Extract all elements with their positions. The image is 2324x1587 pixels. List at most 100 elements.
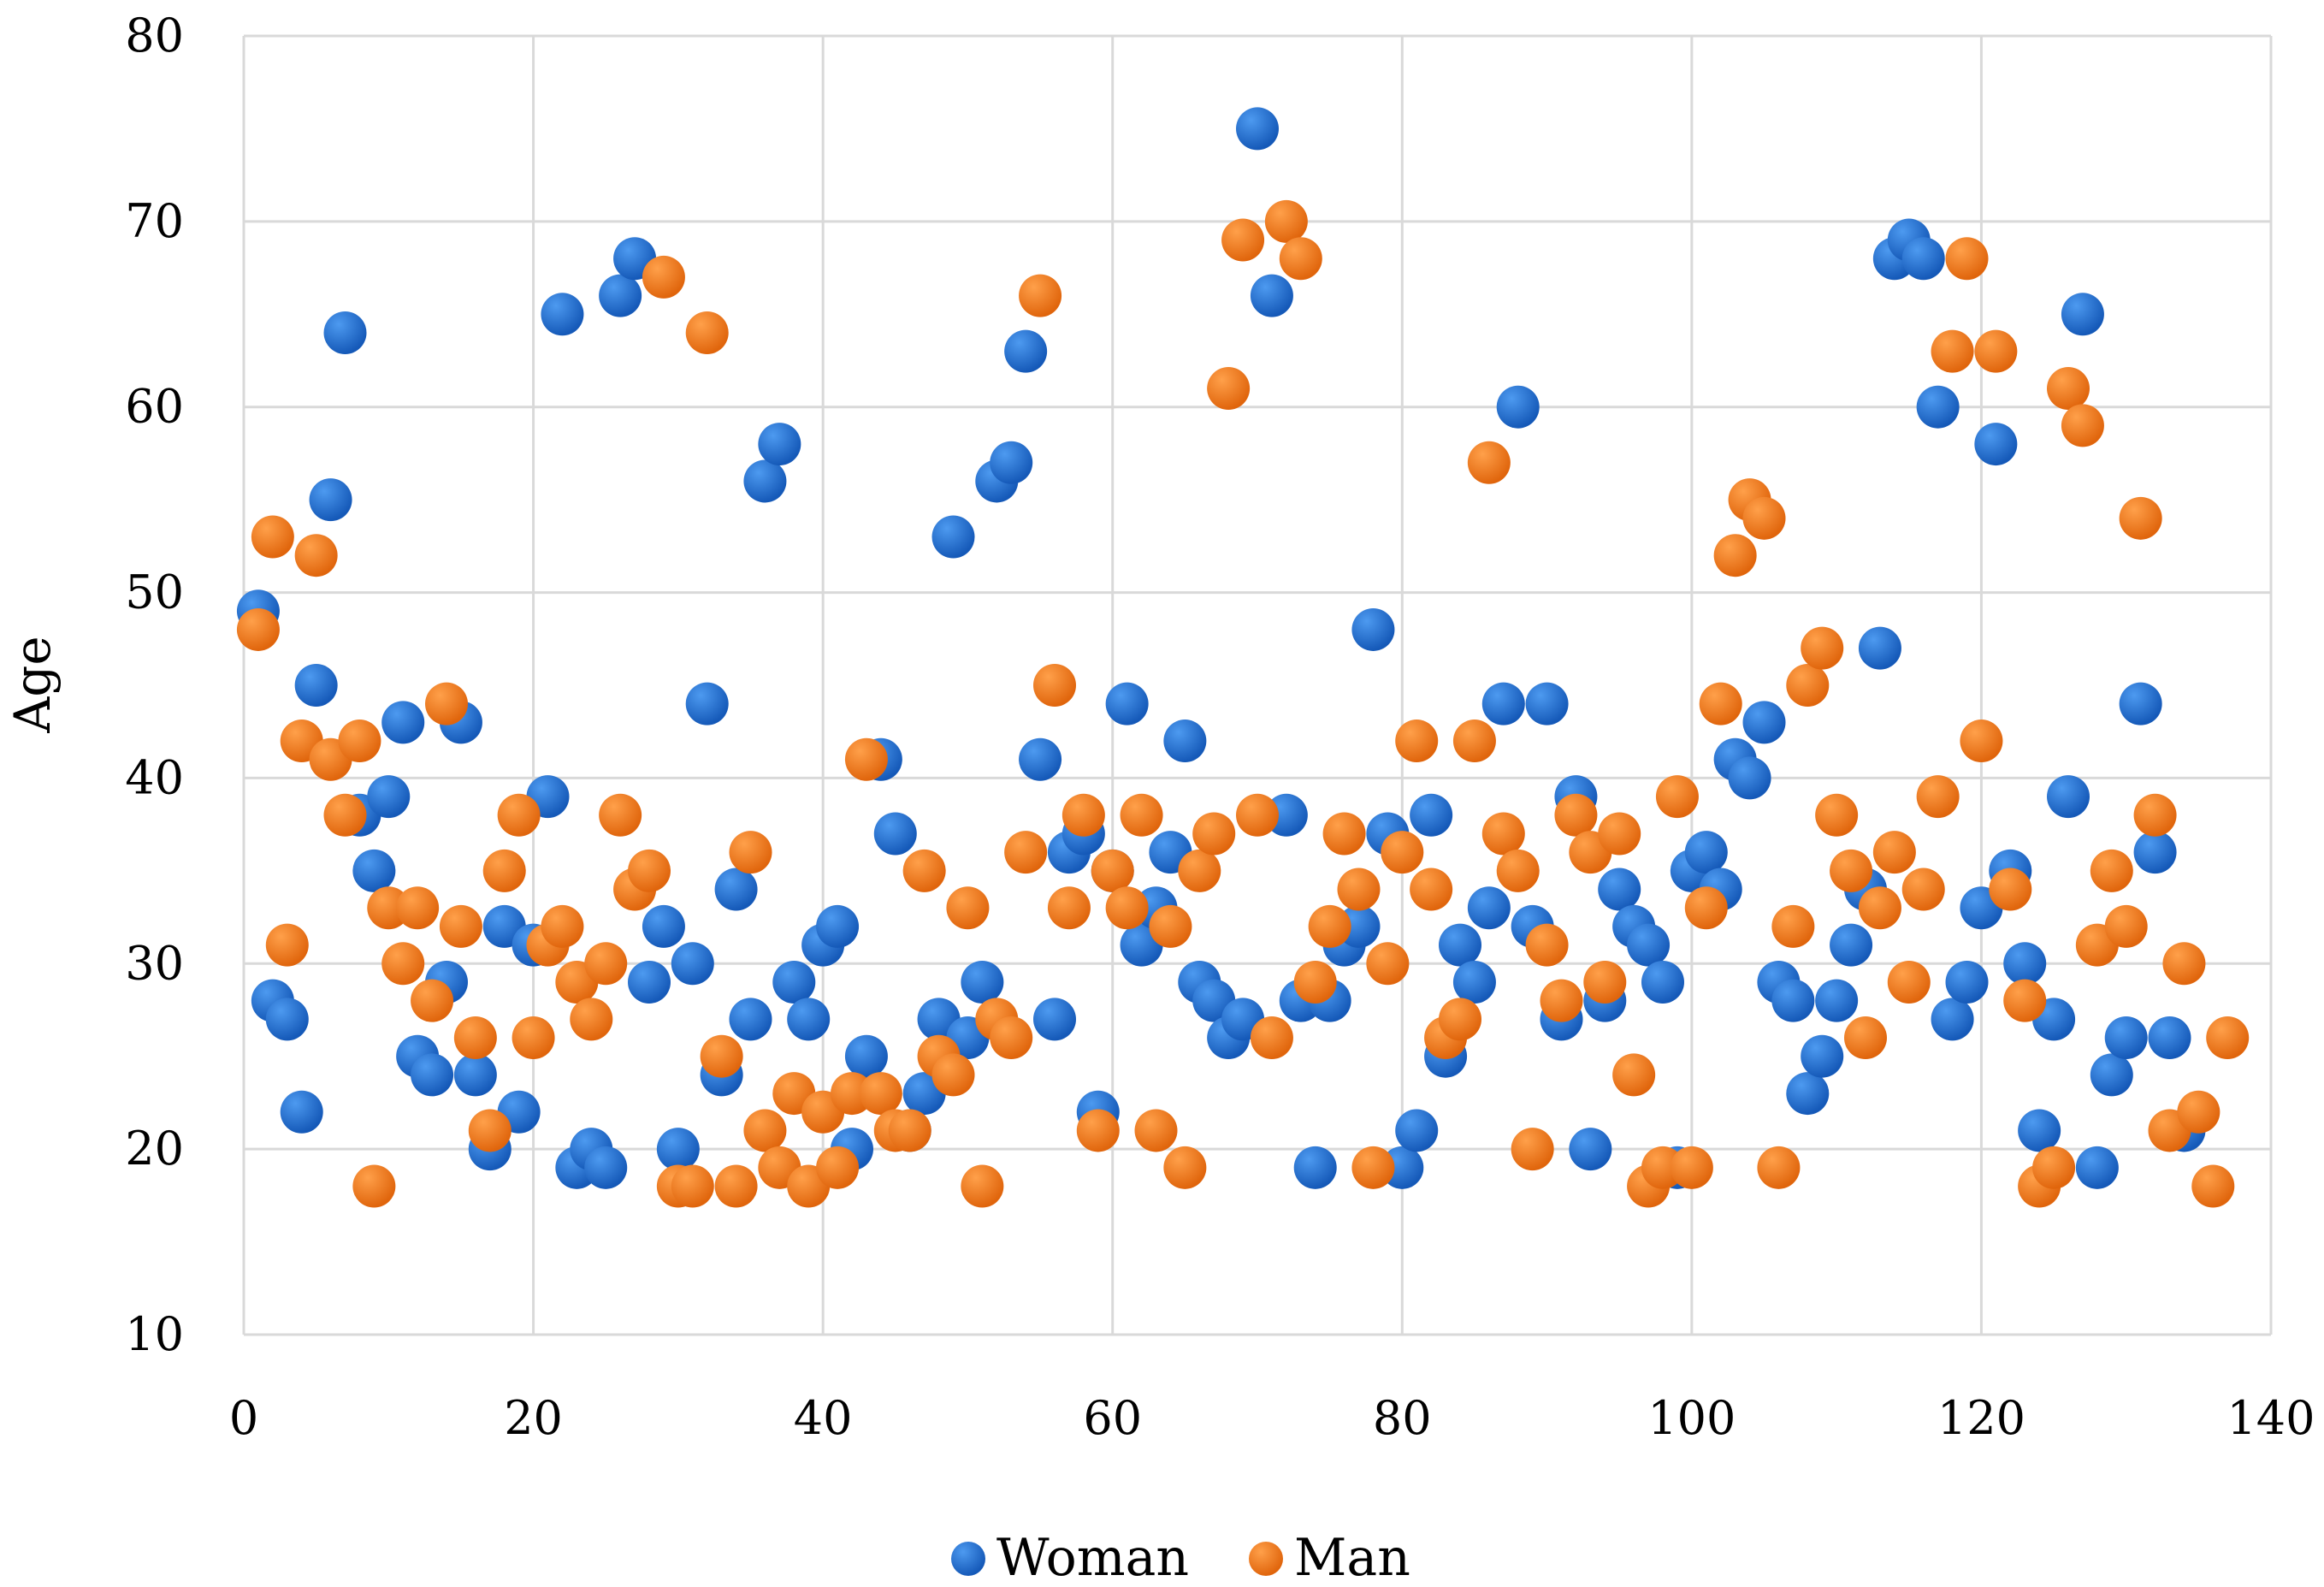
legend-item-woman[interactable]: Woman bbox=[951, 1528, 1189, 1587]
woman-point bbox=[323, 311, 367, 354]
man-point bbox=[1061, 793, 1105, 837]
woman-point bbox=[1496, 385, 1540, 429]
man-point bbox=[1019, 274, 1062, 317]
woman-point bbox=[1684, 831, 1728, 874]
man-point bbox=[902, 849, 946, 892]
man-point bbox=[294, 534, 338, 577]
man-point bbox=[1120, 793, 1163, 837]
woman-point bbox=[685, 682, 729, 725]
man-point bbox=[2061, 404, 2104, 447]
man-point bbox=[1989, 868, 2032, 911]
woman-point bbox=[1815, 979, 1859, 1022]
man-point bbox=[816, 1146, 860, 1189]
woman-point bbox=[1163, 719, 1207, 763]
man-point bbox=[1293, 960, 1337, 1004]
woman-point bbox=[1481, 682, 1525, 725]
man-point bbox=[700, 1034, 743, 1078]
y-tick-label: 10 bbox=[125, 1307, 184, 1361]
y-tick-label: 50 bbox=[125, 566, 184, 619]
man-point bbox=[1771, 904, 1815, 948]
man-point bbox=[584, 942, 628, 986]
man-point bbox=[1279, 237, 1322, 281]
man-point bbox=[1221, 218, 1265, 262]
woman-point bbox=[816, 904, 860, 948]
man-point bbox=[323, 793, 367, 837]
woman-point bbox=[1931, 998, 1974, 1041]
man-point bbox=[468, 1109, 512, 1152]
woman-point bbox=[1786, 1072, 1830, 1116]
man-point bbox=[2032, 1146, 2076, 1189]
woman-point bbox=[2104, 1016, 2148, 1060]
woman-point bbox=[2133, 831, 2177, 874]
man-point bbox=[251, 515, 294, 559]
man-point bbox=[1395, 719, 1439, 763]
man-point bbox=[1684, 886, 1728, 930]
man-point bbox=[352, 1164, 396, 1208]
man-point bbox=[512, 1016, 555, 1060]
man-point bbox=[1742, 496, 1786, 540]
man-point bbox=[1381, 831, 1424, 874]
man-point bbox=[1945, 237, 1989, 281]
man-point bbox=[265, 923, 309, 967]
man-point bbox=[2191, 1164, 2235, 1208]
woman-point bbox=[671, 942, 714, 986]
man-point bbox=[1496, 849, 1540, 892]
man-point bbox=[1163, 1146, 1207, 1189]
woman-point bbox=[714, 868, 758, 911]
man-point bbox=[671, 1164, 714, 1208]
woman-point bbox=[844, 1034, 888, 1078]
man-point bbox=[411, 979, 454, 1022]
man-point bbox=[1047, 886, 1091, 930]
man-point bbox=[628, 849, 671, 892]
man-point bbox=[1872, 831, 1916, 874]
woman-point bbox=[1801, 1034, 1844, 1078]
woman-point bbox=[2003, 942, 2047, 986]
woman-point bbox=[280, 1090, 323, 1134]
x-tick-label: 100 bbox=[1647, 1391, 1736, 1445]
man-point bbox=[1901, 868, 1945, 911]
woman-point bbox=[931, 515, 975, 559]
x-tick-label: 40 bbox=[794, 1391, 853, 1445]
woman-point bbox=[599, 274, 642, 317]
woman-point bbox=[309, 478, 352, 522]
man-point bbox=[1525, 923, 1569, 967]
man-point bbox=[1931, 329, 1974, 373]
legend-marker-man bbox=[1249, 1542, 1283, 1576]
man-point bbox=[1540, 979, 1583, 1022]
legend-marker-woman bbox=[951, 1542, 985, 1576]
woman-point bbox=[1916, 385, 1960, 429]
y-tick-label: 60 bbox=[125, 380, 184, 434]
legend: Woman Man bbox=[951, 1528, 1410, 1587]
man-point bbox=[642, 255, 685, 299]
woman-point bbox=[1351, 607, 1395, 651]
woman-point bbox=[743, 459, 787, 503]
y-tick-label: 20 bbox=[125, 1122, 184, 1175]
man-point bbox=[1598, 812, 1641, 856]
man-point bbox=[1844, 1016, 1887, 1060]
woman-point bbox=[1439, 923, 1481, 967]
man-point bbox=[1105, 886, 1149, 930]
man-point bbox=[2119, 496, 2162, 540]
man-point bbox=[1554, 793, 1598, 837]
man-point bbox=[946, 886, 990, 930]
legend-item-man[interactable]: Man bbox=[1249, 1528, 1410, 1587]
woman-point bbox=[541, 293, 584, 336]
woman-point bbox=[1250, 274, 1293, 317]
man-point bbox=[1322, 812, 1366, 856]
man-point bbox=[1076, 1109, 1120, 1152]
woman-point bbox=[1742, 701, 1786, 744]
man-point bbox=[1192, 812, 1236, 856]
woman-point bbox=[2075, 1146, 2119, 1189]
woman-point bbox=[642, 904, 685, 948]
woman-point bbox=[1945, 960, 1989, 1004]
man-point bbox=[2177, 1090, 2221, 1134]
man-point bbox=[888, 1109, 931, 1152]
man-point bbox=[570, 998, 613, 1041]
woman-point bbox=[873, 812, 917, 856]
woman-point bbox=[1293, 1146, 1337, 1189]
woman-point bbox=[1525, 682, 1569, 725]
man-point bbox=[1351, 1146, 1395, 1189]
man-point bbox=[2162, 942, 2206, 986]
man-point bbox=[1699, 682, 1742, 725]
